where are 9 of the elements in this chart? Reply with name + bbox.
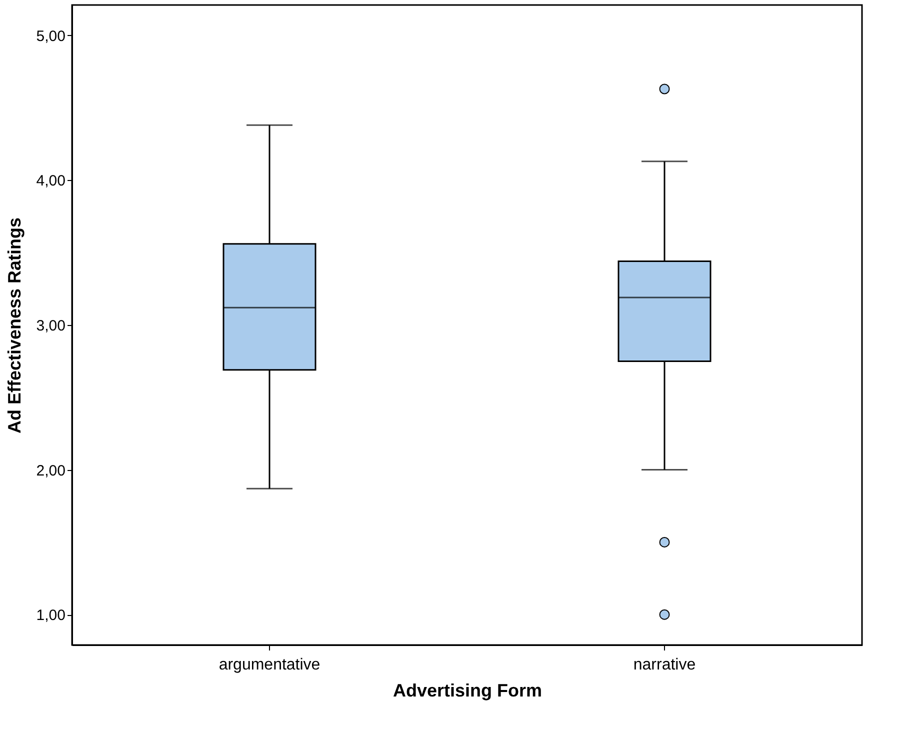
x-tick-label: argumentative (218, 656, 320, 674)
y-tick-label: 5,00 (36, 28, 66, 45)
x-axis-title: Advertising Form (392, 680, 542, 700)
y-tick-label: 3,00 (36, 318, 66, 334)
y-tick-label: 2,00 (36, 462, 66, 480)
y-tick-label: 1,00 (36, 607, 66, 624)
x-tick-label: narrative (633, 656, 696, 674)
y-tick-label: 4,00 (36, 172, 66, 190)
y-axis-title: Ad Effectiveness Ratings (4, 217, 24, 434)
